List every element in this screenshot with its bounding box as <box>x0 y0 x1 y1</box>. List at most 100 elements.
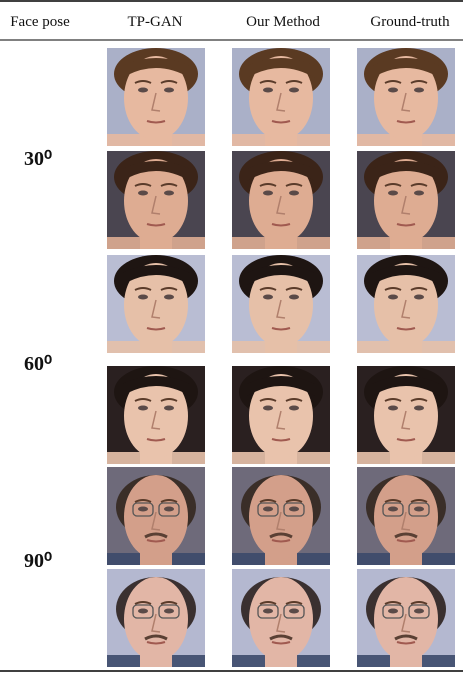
eye <box>263 294 273 300</box>
eyebrow <box>160 398 178 402</box>
nose <box>276 613 286 633</box>
mouth <box>396 120 416 124</box>
eyebrow <box>134 183 152 187</box>
eye <box>263 87 273 93</box>
face <box>249 56 313 140</box>
nose <box>151 410 161 430</box>
eyebrow <box>134 287 152 291</box>
face <box>124 374 188 458</box>
face <box>374 475 438 559</box>
glasses-lens <box>382 502 404 517</box>
eyebrow <box>384 80 402 84</box>
eyebrow <box>259 398 277 402</box>
face-image <box>357 366 455 464</box>
fringe <box>247 376 315 396</box>
nose <box>151 613 161 633</box>
eye <box>263 506 273 512</box>
eye <box>263 190 273 196</box>
eye <box>388 190 398 196</box>
mouth <box>146 438 166 442</box>
glasses-lens <box>257 604 279 619</box>
eye <box>289 294 299 300</box>
eyebrow <box>160 287 178 291</box>
eye <box>414 87 424 93</box>
eyebrow <box>259 80 277 84</box>
eyebrow <box>285 287 303 291</box>
eyebrow <box>410 499 428 503</box>
eye <box>138 294 148 300</box>
mouth <box>396 223 416 227</box>
glasses-lens <box>382 604 404 619</box>
moustache <box>269 532 293 539</box>
face <box>249 577 313 661</box>
pose-label: 90⁰ <box>24 550 52 572</box>
face-image <box>107 255 205 353</box>
nose <box>401 195 411 215</box>
eye <box>164 294 174 300</box>
fringe <box>247 265 315 285</box>
glasses-lens <box>408 502 430 517</box>
eye <box>414 405 424 411</box>
column-header: Ground-truth <box>370 14 450 30</box>
eyebrow <box>384 601 402 605</box>
face <box>124 159 188 243</box>
fringe <box>247 161 315 181</box>
face-image <box>232 48 330 146</box>
nose <box>401 511 411 531</box>
nose <box>151 195 161 215</box>
mouth <box>396 641 416 645</box>
face <box>249 475 313 559</box>
nose <box>401 299 411 319</box>
eye <box>388 608 398 614</box>
fringe <box>122 161 190 181</box>
eyebrow <box>384 183 402 187</box>
mouth <box>146 539 166 543</box>
face-image <box>357 255 455 353</box>
eyebrow <box>410 398 428 402</box>
face <box>124 475 188 559</box>
eye <box>388 405 398 411</box>
face <box>374 159 438 243</box>
fringe <box>372 265 440 285</box>
eyebrow <box>285 398 303 402</box>
nose <box>276 92 286 112</box>
moustache <box>394 634 418 641</box>
eye <box>289 405 299 411</box>
face-image <box>232 467 330 565</box>
face-image <box>107 569 205 667</box>
face-image <box>107 151 205 249</box>
eyebrow <box>259 499 277 503</box>
face-image <box>232 151 330 249</box>
eye <box>263 608 273 614</box>
mouth <box>271 438 291 442</box>
face <box>124 577 188 661</box>
eyebrow <box>410 80 428 84</box>
mouth <box>271 641 291 645</box>
eyebrow <box>134 398 152 402</box>
face-image <box>232 255 330 353</box>
face <box>249 159 313 243</box>
face <box>374 56 438 140</box>
glasses-lens <box>132 604 154 619</box>
fringe <box>122 58 190 78</box>
glasses-lens <box>283 502 305 517</box>
face <box>124 263 188 347</box>
glasses-lens <box>283 604 305 619</box>
mouth <box>271 539 291 543</box>
face <box>374 374 438 458</box>
glasses-lens <box>408 604 430 619</box>
nose <box>151 511 161 531</box>
column-header: Face pose <box>10 14 70 30</box>
labels: Face pose TP-GAN Our Method Ground-truth 30⁰… <box>10 14 450 572</box>
eyebrow <box>384 398 402 402</box>
eye <box>414 294 424 300</box>
fringe <box>372 161 440 181</box>
eye <box>164 506 174 512</box>
moustache <box>394 532 418 539</box>
eyebrow <box>134 80 152 84</box>
nose <box>276 511 286 531</box>
eyebrow <box>410 601 428 605</box>
face <box>374 263 438 347</box>
eyebrow <box>410 183 428 187</box>
nose <box>276 410 286 430</box>
